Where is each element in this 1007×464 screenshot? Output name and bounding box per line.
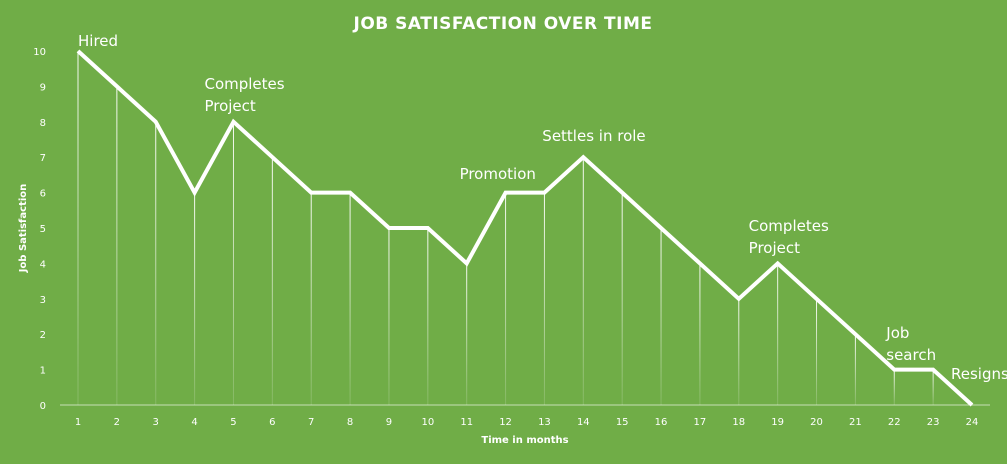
annotation-label: Settles in role xyxy=(542,127,645,145)
y-tick-label: 3 xyxy=(40,295,46,306)
y-tick-label: 2 xyxy=(40,330,46,341)
y-tick-label: 8 xyxy=(40,118,46,129)
x-tick-label: 11 xyxy=(460,417,473,428)
x-axis-ticks: 1 2 3 4 5 6 7 8 9 10 11 12 13 14 15 16 17 18 19 20 21 22 23 24 xyxy=(75,417,979,428)
drop-lines xyxy=(77,51,934,406)
y-tick-label: 4 xyxy=(40,259,46,270)
drop-line xyxy=(466,263,468,405)
drop-line xyxy=(854,334,856,405)
x-tick-label: 21 xyxy=(849,417,862,428)
drop-line xyxy=(388,228,390,405)
drop-line xyxy=(77,51,79,405)
x-tick-label: 22 xyxy=(888,417,901,428)
drop-line xyxy=(427,228,429,405)
y-tick-label: 9 xyxy=(40,82,46,93)
drop-line xyxy=(349,192,351,405)
x-tick-label: 18 xyxy=(732,417,745,428)
x-tick-label: 8 xyxy=(347,417,353,428)
y-tick-label: 7 xyxy=(40,153,46,164)
series-line xyxy=(76,49,974,407)
chart-title: JOB SATISFACTION OVER TIME xyxy=(353,14,653,34)
x-tick-label: 10 xyxy=(421,417,434,428)
annotation-label: Job search xyxy=(885,324,936,364)
drop-line xyxy=(893,369,895,405)
x-tick-label: 5 xyxy=(230,417,236,428)
x-tick-label: 14 xyxy=(577,417,590,428)
annotation-label: Completes Project xyxy=(749,217,829,257)
x-tick-label: 1 xyxy=(75,417,81,428)
drop-line xyxy=(505,192,507,405)
drop-line xyxy=(543,192,545,405)
y-tick-label: 5 xyxy=(40,224,46,235)
drop-line xyxy=(699,263,701,405)
drop-line xyxy=(310,192,312,405)
drop-line xyxy=(738,298,740,405)
drop-line xyxy=(194,192,196,405)
y-tick-label: 6 xyxy=(40,189,46,200)
x-tick-label: 15 xyxy=(616,417,629,428)
x-tick-label: 19 xyxy=(771,417,784,428)
drop-line xyxy=(932,369,934,405)
y-axis-ticks: 0 1 2 3 4 5 6 7 8 9 10 xyxy=(33,47,46,412)
x-tick-label: 12 xyxy=(499,417,512,428)
drop-line xyxy=(232,121,234,406)
x-tick-label: 13 xyxy=(538,417,551,428)
x-tick-label: 17 xyxy=(694,417,707,428)
annotations: Hired Completes Project Promotion Settles in… xyxy=(78,32,1007,383)
drop-line xyxy=(777,263,779,405)
x-tick-label: 2 xyxy=(114,417,120,428)
y-tick-label: 1 xyxy=(40,366,46,377)
drop-line xyxy=(271,157,273,405)
x-axis-label: Time in months xyxy=(481,435,568,446)
x-tick-label: 24 xyxy=(966,417,979,428)
drop-line xyxy=(582,157,584,405)
x-tick-label: 9 xyxy=(386,417,392,428)
x-tick-label: 6 xyxy=(269,417,275,428)
y-tick-label: 0 xyxy=(40,401,46,412)
drop-line xyxy=(116,86,118,406)
y-axis-label: Job Satisfaction xyxy=(18,184,29,274)
x-tick-label: 20 xyxy=(810,417,823,428)
x-tick-label: 3 xyxy=(153,417,159,428)
x-tick-label: 4 xyxy=(191,417,197,428)
x-tick-label: 7 xyxy=(308,417,314,428)
drop-line xyxy=(155,121,157,406)
annotation-label: Promotion xyxy=(460,165,536,183)
drop-line xyxy=(816,298,818,405)
x-tick-label: 16 xyxy=(655,417,668,428)
annotation-label: Completes Project xyxy=(204,75,284,115)
drop-line xyxy=(621,192,623,405)
annotation-label: Resigns xyxy=(951,365,1007,383)
drop-line xyxy=(660,228,662,405)
annotation-label: Hired xyxy=(78,32,118,50)
y-tick-label: 10 xyxy=(33,47,46,58)
x-tick-label: 23 xyxy=(927,417,940,428)
